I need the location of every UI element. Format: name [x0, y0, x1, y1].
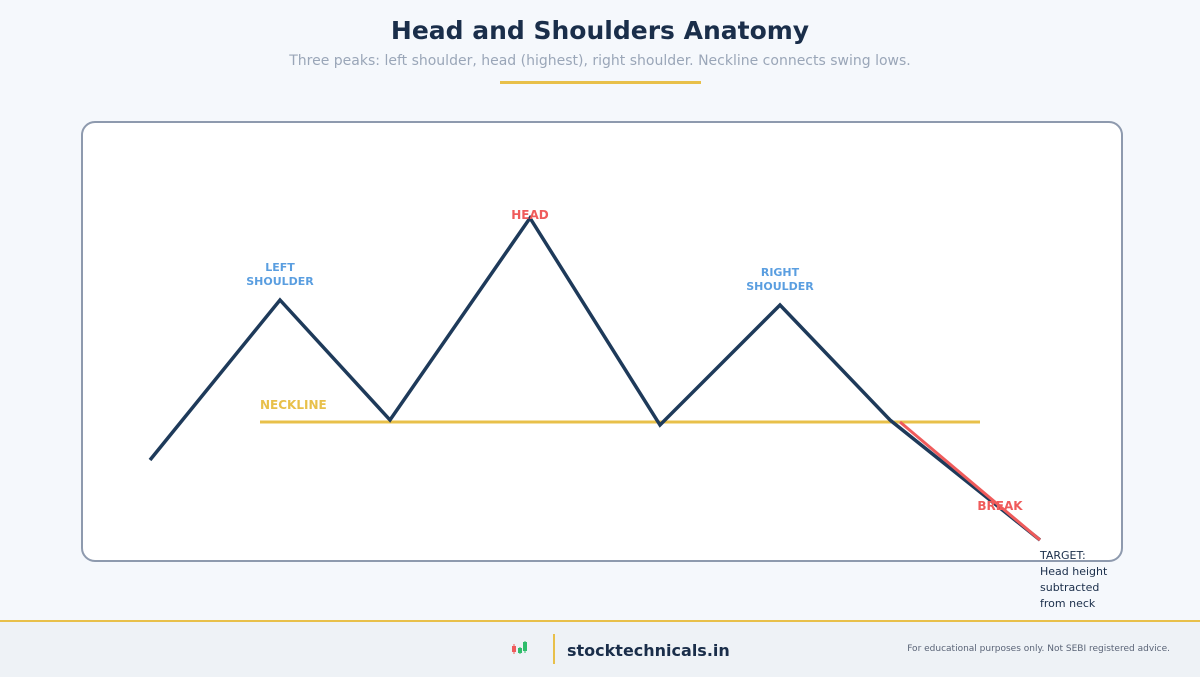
target-line: subtracted: [1040, 581, 1100, 594]
right-shoulder-label: RIGHT: [761, 266, 800, 279]
title-underline: [500, 81, 701, 84]
price-path: [148, 214, 1042, 542]
break-line: [899, 420, 1041, 542]
footer: stocktechnicals.in For educational purpo…: [0, 620, 1200, 677]
left-shoulder-label: SHOULDER: [246, 275, 314, 288]
target-line: from neck: [1040, 597, 1096, 610]
disclaimer: For educational purposes only. Not SEBI …: [907, 644, 1170, 654]
brand-name[interactable]: stocktechnicals.in: [567, 641, 730, 660]
neckline-label: NECKLINE: [260, 398, 327, 412]
page-title: Head and Shoulders Anatomy: [390, 16, 810, 45]
head-label: HEAD: [511, 208, 549, 222]
diagram-panel: [81, 121, 1123, 562]
target-line: TARGET:: [1040, 549, 1086, 562]
left-shoulder-label: LEFT: [265, 261, 295, 274]
footer-divider: [553, 634, 555, 664]
target-note: TARGET: Head height subtracted from neck: [1040, 548, 1107, 612]
candlestick-icon: [512, 641, 527, 654]
break-label: BREAK: [977, 499, 1023, 513]
right-shoulder-label: SHOULDER: [746, 280, 814, 293]
target-line: Head height: [1040, 565, 1108, 578]
page-subtitle: Three peaks: left shoulder, head (highes…: [289, 53, 911, 69]
